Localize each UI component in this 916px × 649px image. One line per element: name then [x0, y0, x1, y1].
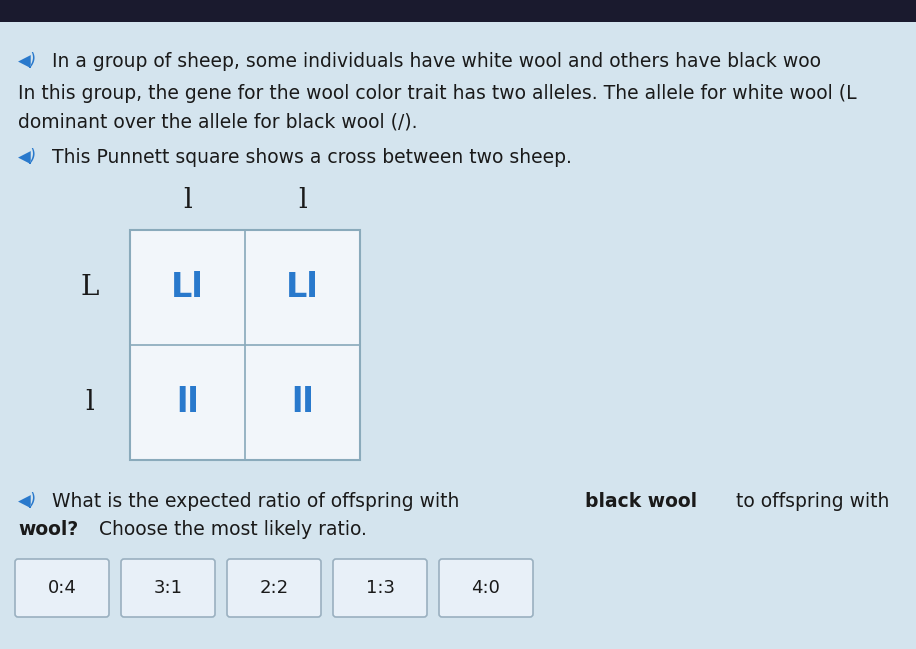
Text: l: l: [298, 186, 307, 214]
Text: ◀): ◀): [18, 52, 38, 70]
FancyBboxPatch shape: [333, 559, 427, 617]
Text: In this group, the gene for the wool color trait has two alleles. The allele for: In this group, the gene for the wool col…: [18, 84, 856, 103]
FancyBboxPatch shape: [15, 559, 109, 617]
Text: 4:0: 4:0: [472, 579, 500, 597]
Text: 1:3: 1:3: [365, 579, 395, 597]
Text: This Punnett square shows a cross between two sheep.: This Punnett square shows a cross betwee…: [52, 148, 572, 167]
Bar: [131, 346, 244, 459]
Bar: [246, 231, 359, 344]
Text: ◀): ◀): [18, 492, 38, 510]
Bar: [131, 231, 244, 344]
Text: Ll: Ll: [171, 271, 204, 304]
Text: What is the expected ratio of offspring with: What is the expected ratio of offspring …: [52, 492, 465, 511]
Text: In a group of sheep, some individuals have white wool and others have black woo: In a group of sheep, some individuals ha…: [52, 52, 821, 71]
Text: Ll: Ll: [286, 271, 319, 304]
Text: ◀): ◀): [18, 148, 38, 166]
Text: Choose the most likely ratio.: Choose the most likely ratio.: [99, 520, 366, 539]
Text: l: l: [183, 186, 192, 214]
Bar: [130, 230, 360, 460]
FancyBboxPatch shape: [227, 559, 321, 617]
Text: l: l: [85, 389, 94, 416]
Text: ll: ll: [176, 386, 199, 419]
Bar: [246, 346, 359, 459]
FancyBboxPatch shape: [439, 559, 533, 617]
Text: wool?: wool?: [18, 520, 78, 539]
Text: L: L: [81, 274, 99, 301]
FancyBboxPatch shape: [121, 559, 215, 617]
Bar: [130, 230, 360, 460]
Bar: [0, 0, 916, 22]
Text: to offspring with: to offspring with: [730, 492, 896, 511]
Text: ll: ll: [291, 386, 314, 419]
Text: 3:1: 3:1: [154, 579, 182, 597]
Text: dominant over the allele for black wool (/).: dominant over the allele for black wool …: [18, 112, 418, 131]
Text: black wool: black wool: [585, 492, 697, 511]
Text: 0:4: 0:4: [48, 579, 76, 597]
Text: 2:2: 2:2: [259, 579, 289, 597]
